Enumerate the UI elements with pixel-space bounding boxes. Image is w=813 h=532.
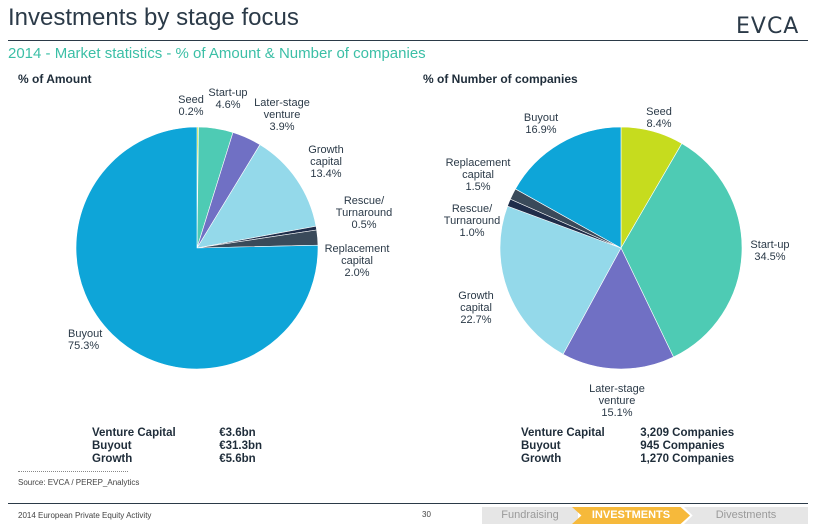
amount-label-seed: Seed 0.2% xyxy=(178,94,204,118)
count-summary-value: 3,209 Companies xyxy=(640,427,735,439)
amount-summary-value: €31.3bn xyxy=(219,440,263,452)
amount-label-replacement-capital: Replacement capital 2.0% xyxy=(325,243,390,279)
footer-divider xyxy=(8,503,808,504)
pie-slice-growth-capital xyxy=(499,205,622,355)
amount-label-buyout: Buyout 75.3% xyxy=(68,328,102,352)
source-note: Source: EVCA / PEREP_Analytics xyxy=(18,478,140,487)
count-summary-value: 945 Companies xyxy=(640,440,725,452)
count-summary-row: Venture Capital 3,209 Companies xyxy=(521,427,734,440)
count-label-later-stage-venture: Later-stage venture 15.1% xyxy=(589,383,645,419)
pie-slice-later-stage-venture xyxy=(562,247,674,370)
page-subtitle: 2014 - Market statistics - % of Amount &… xyxy=(8,45,426,62)
amount-label-rescue-turnaround: Rescue/Turnaround 0.5% xyxy=(336,195,392,231)
count-summary-key: Venture Capital xyxy=(521,427,605,439)
source-divider xyxy=(18,471,128,472)
count-summary-row: Growth 1,270 Companies xyxy=(521,453,734,466)
amount-summary-row: Growth €5.6bn xyxy=(92,453,262,466)
amount-summary-value: €5.6bn xyxy=(219,453,256,465)
amount-chart-title: % of Amount xyxy=(18,72,92,86)
amount-summary-key: Growth xyxy=(92,453,133,465)
count-pie xyxy=(499,126,743,370)
count-summary-value: 1,270 Companies xyxy=(640,453,735,465)
nav-fundraising[interactable]: Fundraising xyxy=(482,507,578,524)
pie-slice-buyout xyxy=(75,126,319,370)
nav-divestments[interactable]: Divestments xyxy=(684,507,808,524)
nav-investments[interactable]: INVESTMENTS xyxy=(572,507,690,524)
count-summary-table: Venture Capital 3,209 Companies Buyout 9… xyxy=(521,427,734,466)
amount-summary-table: Venture Capital €3.6bn Buyout €31.3bn Gr… xyxy=(92,427,262,466)
amount-summary-row: Buyout €31.3bn xyxy=(92,440,262,453)
count-label-buyout: Buyout 16.9% xyxy=(524,112,558,136)
evca-logo: EVCA xyxy=(736,14,800,39)
amount-summary-value: €3.6bn xyxy=(219,427,256,439)
amount-pie-labels: Seed 0.2%Start-up 4.6% Later-stage venture 3.… xyxy=(68,87,392,352)
count-label-seed: Seed 8.4% xyxy=(646,106,672,130)
pie-slice-start-up xyxy=(620,143,743,358)
amount-label-startup: Start-up 4.6% xyxy=(208,87,247,111)
amount-summary-key: Buyout xyxy=(92,440,132,452)
amount-label-later-stage-venture: Later-stage venture 3.9% xyxy=(254,97,310,133)
amount-summary-row: Venture Capital €3.6bn xyxy=(92,427,262,440)
count-chart-title: % of Number of companies xyxy=(423,72,578,86)
count-pie-labels: Seed 8.4% Start-up 34.5% Later-stage venture 1… xyxy=(444,106,790,419)
count-label-replacement-capital: Replacement capital 1.5% xyxy=(446,157,511,193)
count-label-rescue-turnaround: Rescue/Turnaround 1.0% xyxy=(444,203,500,239)
page-title: Investments by stage focus xyxy=(8,4,299,31)
count-label-growth-capital: Growth capital 22.7% xyxy=(458,290,493,326)
pie-slice-growth-capital xyxy=(196,144,317,249)
title-divider xyxy=(8,40,808,41)
pie-slice-buyout xyxy=(514,126,622,249)
count-summary-row: Buyout 945 Companies xyxy=(521,440,734,453)
report-name: 2014 European Private Equity Activity xyxy=(18,511,152,520)
amount-label-growth-capital: Growth capital 13.4% xyxy=(308,144,343,180)
amount-summary-key: Venture Capital xyxy=(92,427,176,439)
count-summary-key: Growth xyxy=(521,453,562,465)
count-summary-key: Buyout xyxy=(521,440,561,452)
amount-pie xyxy=(75,126,319,370)
count-label-startup: Start-up 34.5% xyxy=(750,239,789,263)
page-number: 30 xyxy=(422,510,431,519)
